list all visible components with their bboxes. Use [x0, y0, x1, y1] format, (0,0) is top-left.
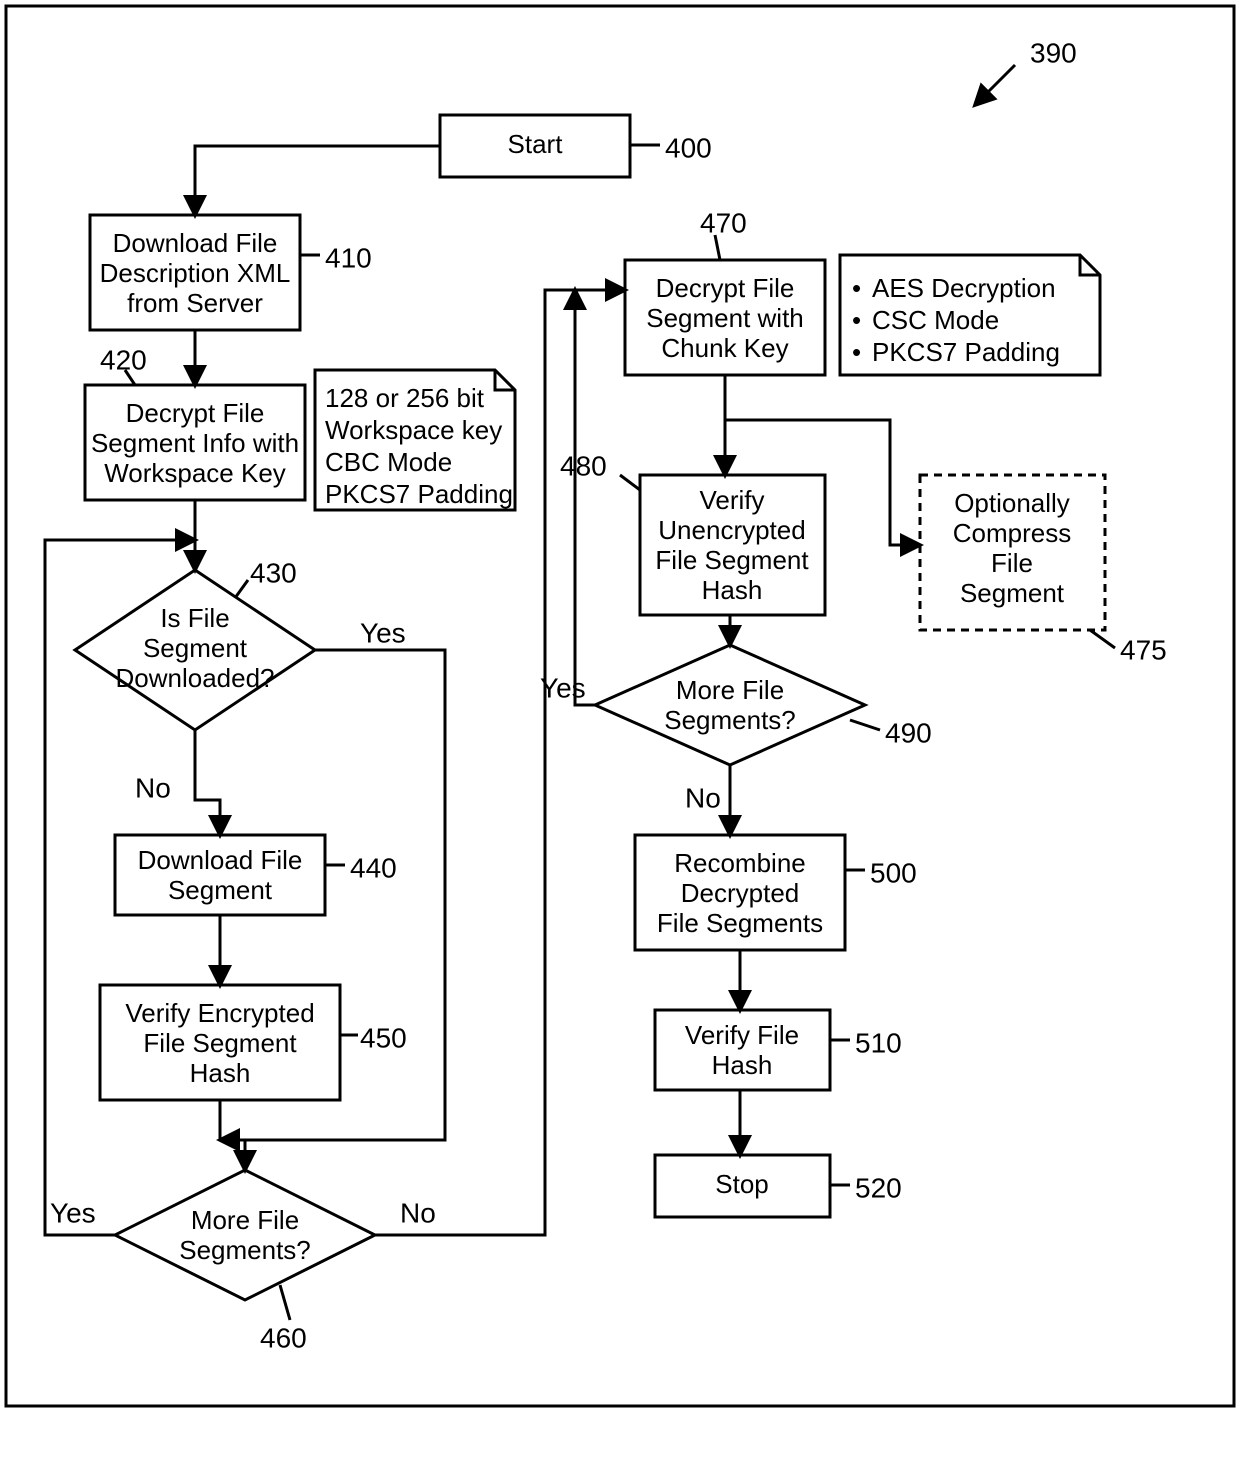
svg-text:Decrypt File: Decrypt File	[656, 273, 795, 303]
svg-text:Verify Encrypted: Verify Encrypted	[125, 998, 314, 1028]
note-420: 128 or 256 bit Workspace key CBC Mode PK…	[315, 370, 515, 510]
svg-text:Decrypted: Decrypted	[681, 878, 800, 908]
note-470: • AES Decryption • CSC Mode • PKCS7 Padd…	[840, 255, 1100, 375]
svg-text:Decrypt File: Decrypt File	[126, 398, 265, 428]
ref-430: 430	[250, 557, 297, 588]
svg-text:Download File: Download File	[113, 228, 278, 258]
svg-text:Yes: Yes	[360, 617, 406, 648]
ref-450: 450	[360, 1022, 407, 1053]
svg-text:File Segments: File Segments	[657, 908, 823, 938]
svg-text:PKCS7 Padding: PKCS7 Padding	[325, 479, 513, 509]
svg-text:Verify File: Verify File	[685, 1020, 799, 1050]
svg-text:PKCS7 Padding: PKCS7 Padding	[872, 337, 1060, 367]
svg-text:128 or 256 bit: 128 or 256 bit	[325, 383, 485, 413]
svg-text:•: •	[852, 273, 861, 303]
svg-text:Compress: Compress	[953, 518, 1071, 548]
svg-text:•: •	[852, 337, 861, 367]
svg-text:Recombine: Recombine	[674, 848, 806, 878]
svg-text:Hash: Hash	[712, 1050, 773, 1080]
svg-text:Stop: Stop	[715, 1169, 769, 1199]
svg-text:Segment with: Segment with	[646, 303, 804, 333]
svg-text:Verify: Verify	[699, 485, 764, 515]
svg-text:No: No	[685, 782, 721, 813]
svg-text:Chunk Key: Chunk Key	[661, 333, 788, 363]
flowchart: 390 Start 400 Download File Description …	[0, 0, 1240, 1483]
ref-520: 520	[855, 1172, 902, 1203]
svg-text:Workspace key: Workspace key	[325, 415, 502, 445]
svg-text:Segments?: Segments?	[179, 1235, 311, 1265]
svg-text:Workspace Key: Workspace Key	[104, 458, 286, 488]
svg-text:Start: Start	[508, 129, 564, 159]
ref-410: 410	[325, 242, 372, 273]
ref-480: 480	[560, 450, 607, 481]
svg-text:No: No	[400, 1197, 436, 1228]
svg-text:Segment Info with: Segment Info with	[91, 428, 299, 458]
svg-text:Optionally: Optionally	[954, 488, 1070, 518]
svg-text:Hash: Hash	[702, 575, 763, 605]
ref-440: 440	[350, 852, 397, 883]
ref-475: 475	[1120, 634, 1167, 665]
ref-400: 400	[665, 132, 712, 163]
svg-text:Unencrypted: Unencrypted	[658, 515, 805, 545]
svg-text:Segment: Segment	[143, 633, 248, 663]
svg-text:Segment: Segment	[960, 578, 1065, 608]
svg-text:AES Decryption: AES Decryption	[872, 273, 1056, 303]
ref-500: 500	[870, 857, 917, 888]
svg-text:Download File: Download File	[138, 845, 303, 875]
svg-text:Segments?: Segments?	[664, 705, 796, 735]
svg-text:from Server: from Server	[127, 288, 263, 318]
svg-text:Yes: Yes	[540, 672, 586, 703]
ref-460: 460	[260, 1322, 307, 1353]
svg-text:CSC Mode: CSC Mode	[872, 305, 999, 335]
svg-text:Segment: Segment	[168, 875, 273, 905]
ref-470: 470	[700, 207, 747, 238]
svg-text:More File: More File	[191, 1205, 299, 1235]
svg-text:More File: More File	[676, 675, 784, 705]
svg-text:Is File: Is File	[160, 603, 229, 633]
svg-text:No: No	[135, 772, 171, 803]
svg-text:•: •	[852, 305, 861, 335]
ref-510: 510	[855, 1027, 902, 1058]
svg-text:File Segment: File Segment	[143, 1028, 297, 1058]
figure-ref-label: 390	[1030, 37, 1077, 68]
svg-text:File: File	[991, 548, 1033, 578]
svg-text:Hash: Hash	[190, 1058, 251, 1088]
svg-text:Yes: Yes	[50, 1197, 96, 1228]
svg-text:File Segment: File Segment	[655, 545, 809, 575]
ref-490: 490	[885, 717, 932, 748]
svg-text:Description XML: Description XML	[100, 258, 291, 288]
svg-text:Downloaded?: Downloaded?	[115, 663, 274, 693]
svg-text:CBC Mode: CBC Mode	[325, 447, 452, 477]
ref-420: 420	[100, 344, 147, 375]
